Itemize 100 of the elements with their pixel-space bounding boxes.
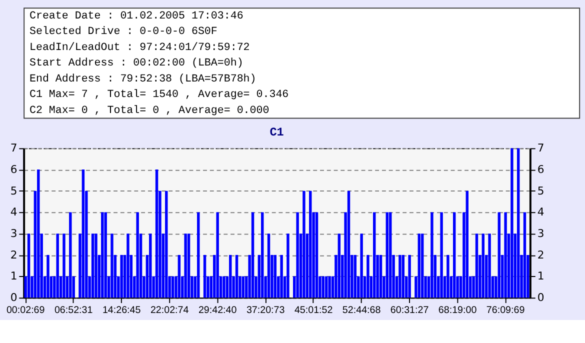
bar [452, 212, 456, 298]
x-tick-label: 37:20:73 [246, 304, 286, 316]
bar [69, 212, 72, 298]
bar [398, 254, 402, 298]
bar [261, 212, 264, 298]
x-tick-label: 14:26:45 [102, 304, 142, 316]
bar [408, 254, 411, 298]
bar [203, 254, 206, 298]
bar [315, 212, 318, 298]
bar [104, 212, 107, 298]
y-tick-label: 5 [10, 184, 18, 198]
bar [178, 254, 181, 298]
bar [338, 234, 341, 298]
text: Create Date : 01.02.2005 17:03:46 [29, 10, 244, 22]
y2-tick-label: 6 [537, 162, 544, 176]
bar [347, 190, 350, 298]
x-tick-label: 52:44:68 [342, 304, 382, 316]
bar [523, 212, 526, 298]
text: Start Address : 00:02:00 (LBA=0h) [29, 58, 244, 70]
bar [440, 212, 443, 298]
bar [222, 276, 226, 298]
bar [325, 276, 328, 298]
bar [82, 170, 85, 298]
y2-tick-label: 2 [537, 248, 544, 262]
bar [504, 212, 507, 298]
bar [46, 254, 50, 298]
x-tick-label: 68:19:00 [438, 304, 478, 316]
bar [386, 212, 389, 298]
bar [402, 254, 405, 298]
bar [482, 234, 485, 298]
y2-tick-label: 0 [537, 291, 544, 304]
y2-tick-label: 1 [537, 270, 544, 283]
y-tick-label: 3 [10, 227, 18, 240]
bar [309, 190, 312, 298]
bar [101, 212, 104, 298]
text: LeadIn/LeadOut : 97:24:01/79:59:72 [29, 42, 250, 54]
bar [488, 234, 491, 298]
bar [197, 212, 200, 298]
bar [187, 234, 190, 298]
text: Selected Drive : 0-0-0-0 6S0F [29, 26, 218, 38]
text: C1 Max= 7 , Total= 1540 , Average= 0.346 [29, 89, 289, 102]
x-tick-label: 29:42:40 [198, 304, 238, 316]
bar [274, 254, 277, 298]
bar [366, 254, 370, 298]
x-tick-label: 76:09:69 [486, 304, 525, 316]
chart-title: C1 [270, 125, 284, 140]
y2-tick-label: 7 [537, 142, 544, 155]
bar [56, 234, 59, 298]
bar [302, 190, 306, 298]
bar [354, 254, 357, 298]
y-tick-label: 7 [10, 142, 18, 155]
bar [171, 276, 174, 298]
bar [242, 276, 245, 298]
bar [475, 234, 478, 298]
bar [322, 276, 325, 298]
text: C2 Max= 0 , Total= 0 , Average= 0.000 [29, 104, 270, 117]
bar [379, 254, 382, 298]
y-tick-label: 6 [10, 162, 18, 176]
bar [229, 254, 232, 298]
y2-tick-label: 3 [537, 227, 544, 240]
y-tick-label: 4 [10, 206, 18, 219]
bar [136, 212, 139, 298]
text: End Address : 79:52:38 (LBA=57B78h) [29, 73, 256, 86]
bar [62, 234, 66, 298]
x-tick-label: 60:31:27 [390, 304, 429, 316]
bar [296, 212, 299, 298]
y2-tick-label: 4 [537, 206, 544, 219]
bar [184, 234, 187, 298]
bar [120, 254, 123, 298]
bar [373, 212, 376, 298]
x-tick-label: 45:01:52 [294, 304, 333, 316]
bar [91, 234, 94, 298]
bar [155, 170, 158, 298]
bar [516, 148, 520, 298]
bar [498, 212, 501, 298]
y-tick-label: 1 [10, 270, 18, 283]
bar [420, 234, 424, 298]
y-tick-label: 2 [10, 248, 18, 262]
bar [418, 234, 421, 298]
x-tick-label: 06:52:31 [54, 304, 93, 316]
y2-tick-label: 5 [537, 184, 544, 198]
bar [286, 234, 290, 298]
bar [360, 234, 363, 298]
bar [126, 234, 130, 298]
bar [430, 212, 434, 298]
bar [235, 254, 238, 298]
bar [94, 234, 98, 298]
bar [280, 254, 283, 298]
bar [328, 276, 331, 298]
bar [251, 212, 254, 298]
x-tick-label: 00:02:69 [6, 304, 45, 316]
bar [37, 170, 40, 298]
bar [466, 190, 469, 298]
x-tick-label: 22:02:74 [150, 304, 190, 316]
bar [267, 234, 270, 298]
bar [110, 234, 114, 298]
y-tick-label: 0 [10, 291, 18, 304]
bar [149, 234, 152, 298]
bar [446, 254, 450, 298]
bar [216, 212, 219, 298]
